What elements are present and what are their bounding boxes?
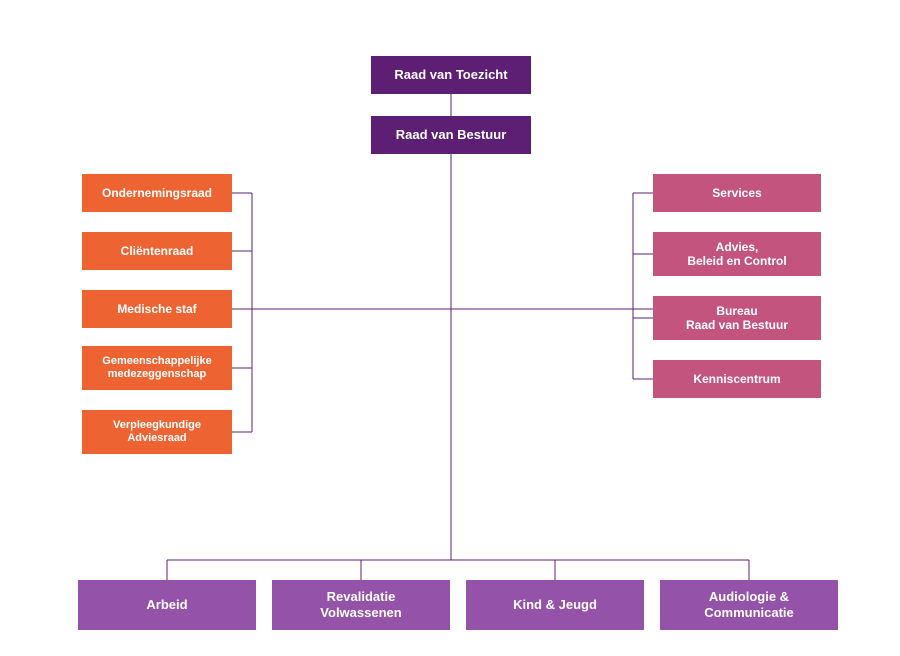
node-bureau-raad-van-bestuur: BureauRaad van Bestuur xyxy=(653,296,821,340)
node-revalidatie-volwassenen: RevalidatieVolwassenen xyxy=(272,580,450,630)
node-medische-staf: Medische staf xyxy=(82,290,232,328)
node-kenniscentrum: Kenniscentrum xyxy=(653,360,821,398)
node-arbeid: Arbeid xyxy=(78,580,256,630)
node-advies-beleid-control: Advies,Beleid en Control xyxy=(653,232,821,276)
node-label: Ondernemingsraad xyxy=(102,186,212,200)
node-raad-van-toezicht: Raad van Toezicht xyxy=(371,56,531,94)
node-ondernemingsraad: Ondernemingsraad xyxy=(82,174,232,212)
node-label: RevalidatieVolwassenen xyxy=(320,589,401,620)
node-label: Kenniscentrum xyxy=(693,372,780,386)
node-audiologie-communicatie: Audiologie &Communicatie xyxy=(660,580,838,630)
org-chart: Raad van Toezicht Raad van Bestuur Onder… xyxy=(0,0,900,656)
node-gemeenschappelijke-medezeggenschap: Gemeenschappelijke medezeggenschap xyxy=(82,346,232,390)
node-label: Arbeid xyxy=(146,597,187,613)
node-verpleegkundige-adviesraad: Verpleegkundige Adviesraad xyxy=(82,410,232,454)
node-services: Services xyxy=(653,174,821,212)
node-label: BureauRaad van Bestuur xyxy=(686,304,788,333)
node-label: Services xyxy=(712,186,761,200)
node-label: Cliëntenraad xyxy=(121,244,194,258)
node-label: Raad van Bestuur xyxy=(396,127,507,143)
node-label: Advies,Beleid en Control xyxy=(687,240,786,269)
node-label: Kind & Jeugd xyxy=(513,597,597,613)
node-label: Verpleegkundige Adviesraad xyxy=(90,419,224,445)
node-label: Audiologie &Communicatie xyxy=(704,589,794,620)
node-raad-van-bestuur: Raad van Bestuur xyxy=(371,116,531,154)
node-kind-jeugd: Kind & Jeugd xyxy=(466,580,644,630)
node-label: Raad van Toezicht xyxy=(394,67,507,83)
node-label: Medische staf xyxy=(117,302,196,316)
node-clientenraad: Cliëntenraad xyxy=(82,232,232,270)
node-label: Gemeenschappelijke medezeggenschap xyxy=(90,355,224,381)
